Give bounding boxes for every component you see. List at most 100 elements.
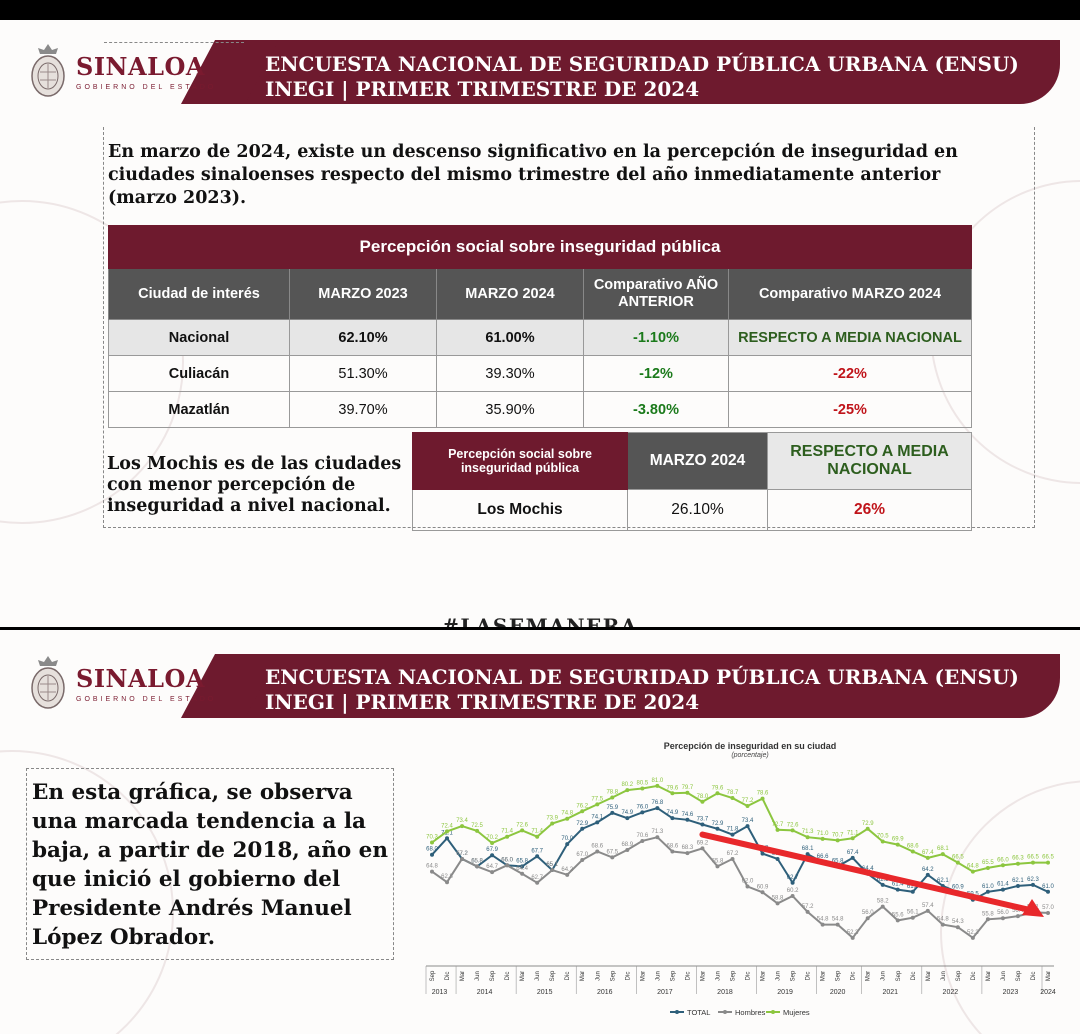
cell-media-nacional: 26% — [767, 489, 972, 531]
data-point — [775, 901, 780, 906]
cell-march-2024: 39.30% — [436, 355, 584, 392]
data-label: 67.2 — [727, 851, 739, 857]
data-point — [760, 796, 765, 801]
data-point — [880, 882, 885, 887]
x-tick-label: Dic — [505, 972, 511, 981]
data-point — [880, 904, 885, 909]
x-tick-label: Sep — [956, 970, 962, 981]
data-label: 72.9 — [712, 821, 724, 827]
data-point — [430, 869, 434, 874]
data-label: 54.3 — [952, 919, 964, 925]
data-label: 71.1 — [847, 830, 859, 836]
data-point — [655, 835, 660, 840]
data-point — [805, 835, 810, 840]
data-point — [520, 864, 525, 869]
data-point — [670, 849, 675, 854]
slide-top: ENCUESTA NACIONAL DE SEGURIDAD PÚBLICA U… — [0, 20, 1080, 628]
data-label: 72.5 — [471, 823, 483, 829]
col-header-comparativo-anio: Comparativo AÑO ANTERIOR — [583, 268, 729, 320]
cell-city: Culiacán — [108, 355, 290, 392]
data-label: 65.1 — [546, 862, 558, 868]
trend-arrow — [699, 831, 1037, 914]
data-label: 64.8 — [967, 864, 979, 870]
cell-march-2023: 39.70% — [289, 391, 437, 428]
x-tick-label: Jun — [595, 971, 601, 981]
cell-comparativo-anio: -1.10% — [583, 319, 729, 356]
data-label: 65.8 — [712, 858, 724, 864]
data-point — [625, 847, 630, 852]
data-label: 57.4 — [922, 903, 934, 909]
data-point — [700, 799, 705, 804]
data-label: 65.8 — [516, 858, 528, 864]
data-point — [730, 856, 735, 861]
data-point — [955, 860, 960, 865]
data-point — [730, 796, 735, 801]
cell-comparativo-anio: -12% — [583, 355, 729, 392]
x-tick-label: Sep — [610, 970, 616, 981]
data-point — [445, 829, 450, 834]
col-header-city: Ciudad de interés — [108, 268, 290, 320]
data-point — [790, 894, 795, 898]
x-tick-label: Dic — [445, 972, 451, 981]
data-label: 74.1 — [591, 814, 603, 820]
x-tick-label: Dic — [1031, 972, 1037, 981]
year-label: 2021 — [882, 989, 898, 996]
data-label: 55.8 — [982, 911, 994, 917]
data-label: 62.1 — [1012, 878, 1024, 884]
header-line1: ENCUESTA NACIONAL DE SEGURIDAD PÚBLICA U… — [265, 52, 1019, 76]
data-label: 74.9 — [667, 810, 679, 816]
x-tick-label: Mar — [460, 971, 466, 981]
data-label: 74.9 — [621, 810, 633, 816]
x-tick-label: Dic — [685, 972, 691, 981]
data-label: 73.9 — [546, 815, 558, 821]
data-label: 60.9 — [952, 884, 964, 890]
x-tick-label: Mar — [1046, 971, 1052, 981]
data-point — [925, 855, 930, 860]
chart-title: Percepción de inseguridad en su ciudad — [663, 741, 837, 751]
data-point — [595, 820, 600, 825]
x-tick-label: Dic — [911, 972, 917, 981]
logo-name: SINALOA — [76, 664, 206, 693]
x-tick-label: Sep — [670, 970, 676, 981]
data-label: 56.0 — [997, 910, 1009, 916]
data-label: 60.9 — [757, 884, 769, 890]
x-tick-label: Mar — [821, 971, 827, 981]
data-point — [460, 824, 465, 829]
data-label: 76.8 — [652, 800, 664, 806]
cell-comparativo-marzo: -25% — [728, 391, 972, 428]
data-label: 78.6 — [757, 791, 769, 797]
data-label: 71.3 — [802, 829, 814, 835]
data-point — [685, 817, 690, 822]
data-point — [565, 842, 570, 847]
data-point — [595, 802, 600, 807]
legend-label: Mujeres — [783, 1008, 810, 1017]
data-point — [730, 832, 735, 837]
data-point — [790, 828, 795, 833]
data-label: 64.8 — [426, 864, 438, 870]
data-label: 78.0 — [697, 794, 709, 800]
data-point — [880, 839, 885, 844]
data-point — [865, 826, 870, 831]
data-label: 72.6 — [787, 822, 799, 828]
legend-swatch-dot — [771, 1010, 775, 1014]
legend-label: TOTAL — [687, 1008, 710, 1017]
year-label: 2016 — [597, 989, 613, 996]
x-tick-label: Sep — [490, 970, 496, 981]
data-point — [745, 804, 750, 808]
data-point — [955, 925, 960, 930]
data-label: 54.8 — [937, 917, 949, 923]
data-point — [805, 909, 810, 914]
year-label: 2024 — [1040, 989, 1056, 996]
cell-march-2024: 61.00% — [436, 319, 584, 356]
x-tick-label: Jun — [655, 971, 661, 981]
data-point — [985, 889, 990, 894]
x-tick-label: Mar — [986, 971, 992, 981]
data-label: 76.2 — [576, 803, 588, 809]
data-point — [835, 922, 840, 927]
x-tick-label: Jun — [881, 971, 887, 981]
x-tick-label: Jun — [715, 971, 721, 981]
data-point — [700, 822, 705, 827]
data-label: 68.6 — [591, 844, 603, 850]
header-line2: INEGI | PRIMER TRIMESTRE DE 2024 — [265, 77, 700, 101]
data-label: 79.6 — [712, 785, 724, 791]
